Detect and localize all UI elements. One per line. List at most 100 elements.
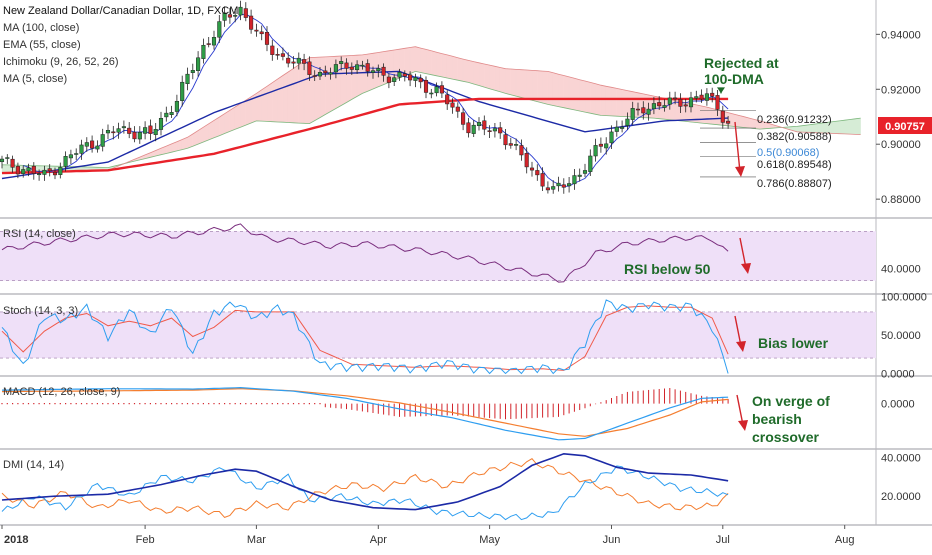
candle <box>169 105 174 119</box>
ichimoku-cloud-segment <box>457 57 464 82</box>
dmi-axis-label: 40.0000 <box>881 453 921 465</box>
macd-histogram-bar <box>202 403 204 405</box>
candle <box>577 168 582 182</box>
time-axis-label: 2018 <box>4 534 28 546</box>
candle <box>683 98 688 113</box>
candle <box>275 48 280 60</box>
candle <box>699 89 704 103</box>
macd-histogram-bar <box>1 403 3 405</box>
candle <box>26 163 31 177</box>
ichimoku-cloud-segment <box>462 58 469 83</box>
ichimoku-cloud-segment <box>616 88 623 117</box>
macd-histogram-bar <box>112 403 114 405</box>
ichimoku-cloud-segment <box>441 53 448 79</box>
candle <box>355 60 360 74</box>
candle <box>418 74 423 89</box>
legend-ma5: MA (5, close) <box>3 73 67 85</box>
macd-histogram-bar <box>107 403 109 405</box>
candle <box>243 2 248 22</box>
ichimoku-cloud-segment <box>743 116 750 129</box>
ichimoku-cloud-segment <box>526 69 533 101</box>
ichimoku-cloud-segment <box>319 56 326 118</box>
candle <box>582 163 588 178</box>
macd-histogram-bar <box>96 403 98 405</box>
macd-histogram-bar <box>38 403 40 405</box>
candle <box>492 123 497 138</box>
ichimoku-cloud-segment <box>325 56 331 115</box>
candle <box>249 9 254 34</box>
ichimoku-cloud-segment <box>584 80 591 114</box>
rsi-down-arrow <box>739 237 747 269</box>
macd-histogram-bar <box>75 403 77 405</box>
candle <box>174 94 179 117</box>
ichimoku-cloud-segment <box>240 99 247 128</box>
macd-histogram-bar <box>43 403 45 405</box>
ichimoku-cloud-segment <box>234 103 241 130</box>
adx-line <box>1 452 729 511</box>
candle <box>535 164 540 181</box>
rejected-arrow-head <box>717 87 725 94</box>
macd-histogram-bar <box>229 403 231 405</box>
macd-histogram-bar <box>239 403 242 405</box>
fib-label-0236: 0.236(0.91232) <box>757 114 832 126</box>
price-down-arrow <box>734 121 741 173</box>
macd-histogram-bar <box>12 403 14 405</box>
macd-histogram-bar <box>91 403 93 405</box>
ichimoku-cloud-segment <box>224 109 231 134</box>
candle <box>439 81 444 99</box>
macd-histogram-bar <box>54 403 56 405</box>
ichimoku-cloud-segment <box>563 75 570 110</box>
candle <box>148 119 153 141</box>
candle <box>657 96 662 110</box>
macd-histogram-bar <box>314 403 316 405</box>
ichimoku-cloud-segment <box>468 60 474 85</box>
price-axis-label: 0.92000 <box>881 84 921 96</box>
candle <box>567 177 572 193</box>
candle <box>635 102 641 116</box>
macd-histogram-bar <box>298 403 300 405</box>
candle <box>360 60 365 70</box>
macd-down-arrow <box>736 394 744 426</box>
stoch-pane-title: Stoch (14, 3, 3) <box>3 305 78 317</box>
candle <box>238 0 243 21</box>
legend-ma100: MA (100, close) <box>3 22 79 34</box>
candle <box>572 169 577 190</box>
macd-histogram-bar <box>319 403 321 405</box>
macd-histogram-bar <box>123 403 125 405</box>
candle <box>429 88 434 99</box>
fib-label-0382: 0.382(0.90588) <box>757 131 832 143</box>
ichimoku-cloud-segment <box>447 54 453 80</box>
ichimoku-cloud-segment <box>473 61 480 86</box>
fib-label-0786: 0.786(0.88807) <box>757 178 832 190</box>
ichimoku-cloud-segment <box>409 46 416 74</box>
time-axis-label: Feb <box>136 534 155 546</box>
candle <box>704 88 709 106</box>
ichimoku-cloud-segment <box>547 71 554 106</box>
macd-histogram-bar <box>49 403 51 405</box>
candle <box>328 67 333 80</box>
macd-histogram-bar <box>80 403 83 405</box>
candle <box>259 25 264 41</box>
macd-histogram-bar <box>277 403 279 405</box>
dmi-pane-title: DMI (14, 14) <box>3 459 64 471</box>
macd-histogram-bar <box>287 403 289 405</box>
candle <box>291 56 296 69</box>
candle <box>397 68 402 81</box>
ma5-line <box>23 13 729 188</box>
ichimoku-cloud-segment <box>229 106 236 132</box>
macd-histogram-bar <box>86 403 88 405</box>
macd-signal-line <box>1 388 729 437</box>
candle <box>678 93 683 114</box>
stoch-axis-label: 50.0000 <box>881 330 921 342</box>
ichimoku-span-a <box>1 70 861 169</box>
candle <box>561 178 566 194</box>
macd-histogram-bar <box>266 403 268 405</box>
price-axis-label: 0.90000 <box>881 139 921 151</box>
ichimoku-cloud-segment <box>733 113 739 128</box>
ichimoku-cloud-segment <box>351 54 358 100</box>
macd-histogram-bar <box>303 403 305 405</box>
macd-histogram-bar <box>245 403 247 405</box>
candle <box>344 58 349 75</box>
candle <box>312 70 317 81</box>
ichimoku-cloud-segment <box>637 92 644 118</box>
